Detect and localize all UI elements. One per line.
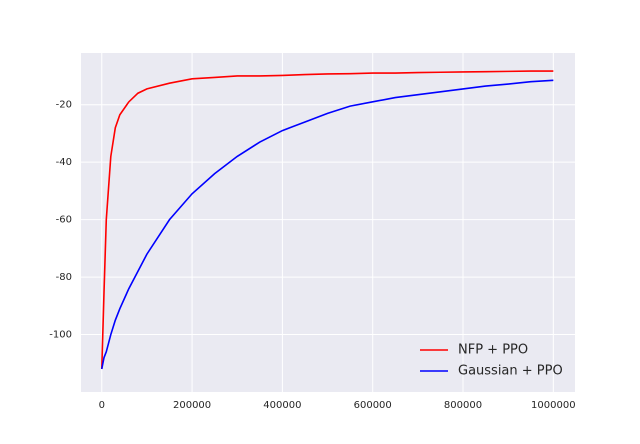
line-series	[100, 70, 554, 370]
x-tick-label: 200000	[173, 400, 211, 411]
y-tick-label: -100	[49, 330, 72, 341]
y-tick-label: -60	[56, 215, 72, 226]
line-series	[100, 79, 554, 370]
x-tick-label: 400000	[263, 400, 301, 411]
y-tick-label: -80	[56, 272, 72, 283]
y-tick-label: -20	[56, 100, 72, 111]
x-tick-label: 1000000	[531, 400, 576, 411]
y-tick-label: -40	[56, 157, 72, 168]
x-tick-label: 0	[99, 400, 105, 411]
legend-label: NFP + PPO	[458, 343, 528, 358]
x-tick-label: 600000	[354, 400, 392, 411]
legend-label: Gaussian + PPO	[458, 364, 563, 379]
x-tick-label: 800000	[444, 400, 482, 411]
plot-area	[81, 53, 575, 392]
